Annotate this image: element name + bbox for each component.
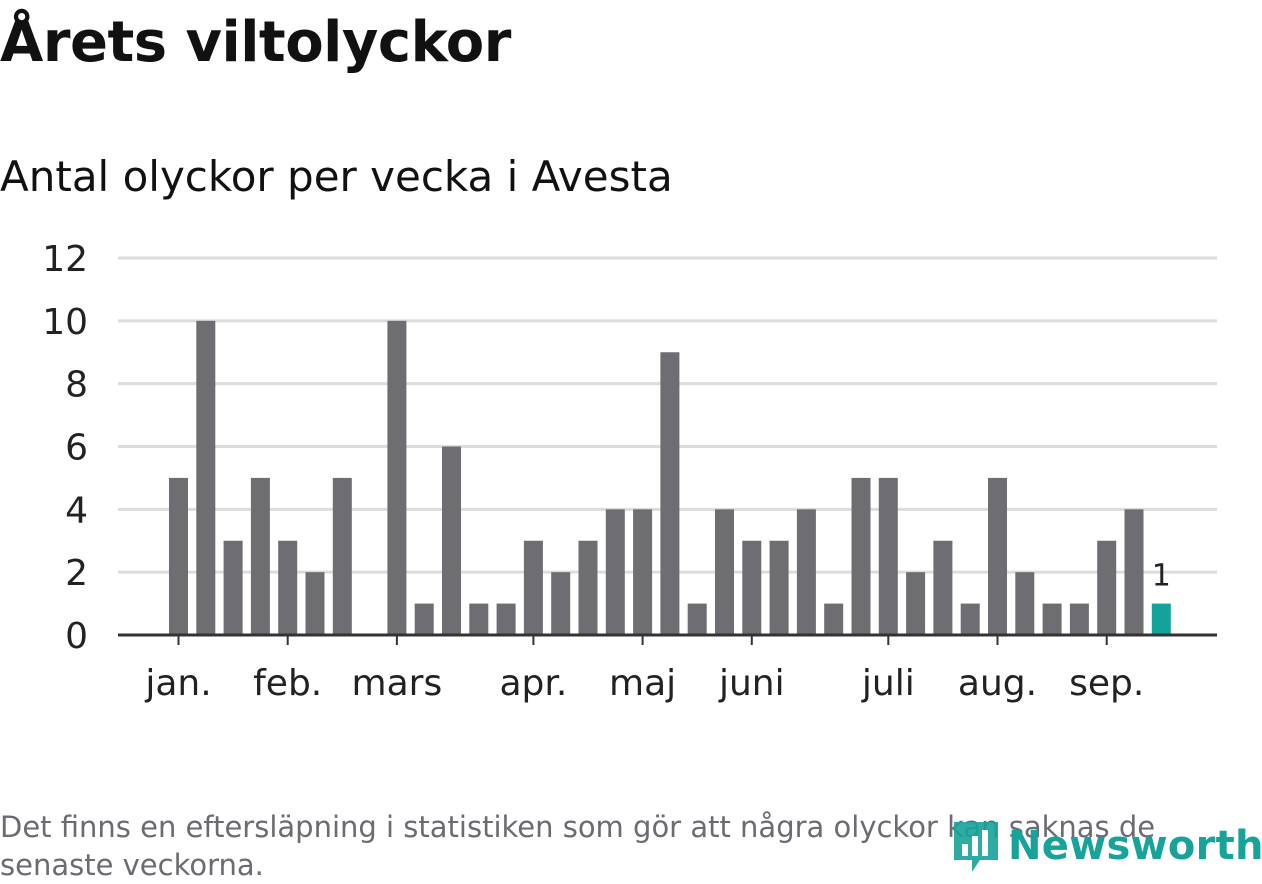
newsworthy-logo: Newsworthy: [950, 816, 1262, 876]
x-tick-label: aug.: [958, 663, 1037, 704]
y-tick-label: 4: [65, 490, 88, 531]
bar: [496, 603, 516, 635]
chart-subtitle: Antal olyckor per vecka i Avesta: [0, 152, 673, 201]
data-label: 1: [1152, 559, 1171, 594]
y-tick-label: 10: [42, 302, 88, 343]
bars: [169, 320, 1171, 635]
y-axis-tick-labels: 0 2 4 6 8 10 12: [42, 239, 88, 657]
x-tick-label: jan.: [144, 663, 211, 704]
bar: [605, 509, 625, 635]
bar: [933, 540, 953, 635]
logo-text: Newsworthy: [1008, 823, 1262, 869]
y-tick-label: 0: [65, 616, 88, 657]
bar: [278, 540, 298, 635]
bar: [687, 603, 707, 635]
bar: [551, 572, 571, 635]
bar: [715, 509, 734, 635]
x-tick-label: mars: [352, 663, 443, 704]
bar: [414, 603, 434, 635]
bar: [1124, 509, 1144, 635]
chart-title: Årets viltolyckor: [0, 10, 511, 75]
x-tick-label: apr.: [499, 663, 567, 704]
y-tick-label: 12: [42, 239, 88, 280]
bar: [1097, 540, 1117, 635]
y-tick-label: 8: [65, 365, 88, 406]
bar: [250, 477, 270, 635]
x-tick-label: feb.: [253, 663, 322, 704]
bar: [223, 540, 243, 635]
y-tick-label: 2: [65, 553, 88, 594]
bar: [332, 477, 352, 635]
bar: [1015, 572, 1035, 635]
bar: [769, 540, 789, 635]
bar: [878, 477, 898, 635]
bar: [742, 540, 762, 635]
bar: [906, 572, 926, 635]
y-tick-label: 6: [65, 428, 88, 469]
bar: [633, 509, 653, 635]
bar: [305, 572, 325, 635]
x-axis: jan. feb. mars apr. maj juni juli aug. sep.: [118, 633, 1217, 704]
bar: [796, 509, 816, 635]
bar: [169, 477, 188, 635]
bar: [988, 477, 1007, 635]
bar: [660, 352, 680, 635]
bar: [523, 540, 543, 635]
bar: [960, 603, 980, 635]
x-tick-label: sep.: [1069, 663, 1144, 704]
bar: [469, 603, 489, 635]
bar: [578, 540, 598, 635]
bar: [851, 477, 871, 635]
bar: [1069, 603, 1089, 635]
x-tick-label: juli: [861, 663, 915, 704]
newsworthy-logo-icon: [954, 822, 998, 872]
bar: [824, 603, 844, 635]
x-tick-label: maj: [609, 663, 676, 704]
bar: [1042, 603, 1062, 635]
x-tick-label: juni: [718, 663, 785, 704]
bar: [387, 320, 407, 635]
bar-chart: 0 2 4 6 8 10 12 jan. feb. mars apr. maj juni juli aug…: [42, 239, 1217, 704]
data-labels: 1: [1152, 559, 1171, 594]
bar: [196, 320, 216, 635]
bar: [442, 446, 461, 635]
bar-highlight: [1151, 603, 1171, 635]
